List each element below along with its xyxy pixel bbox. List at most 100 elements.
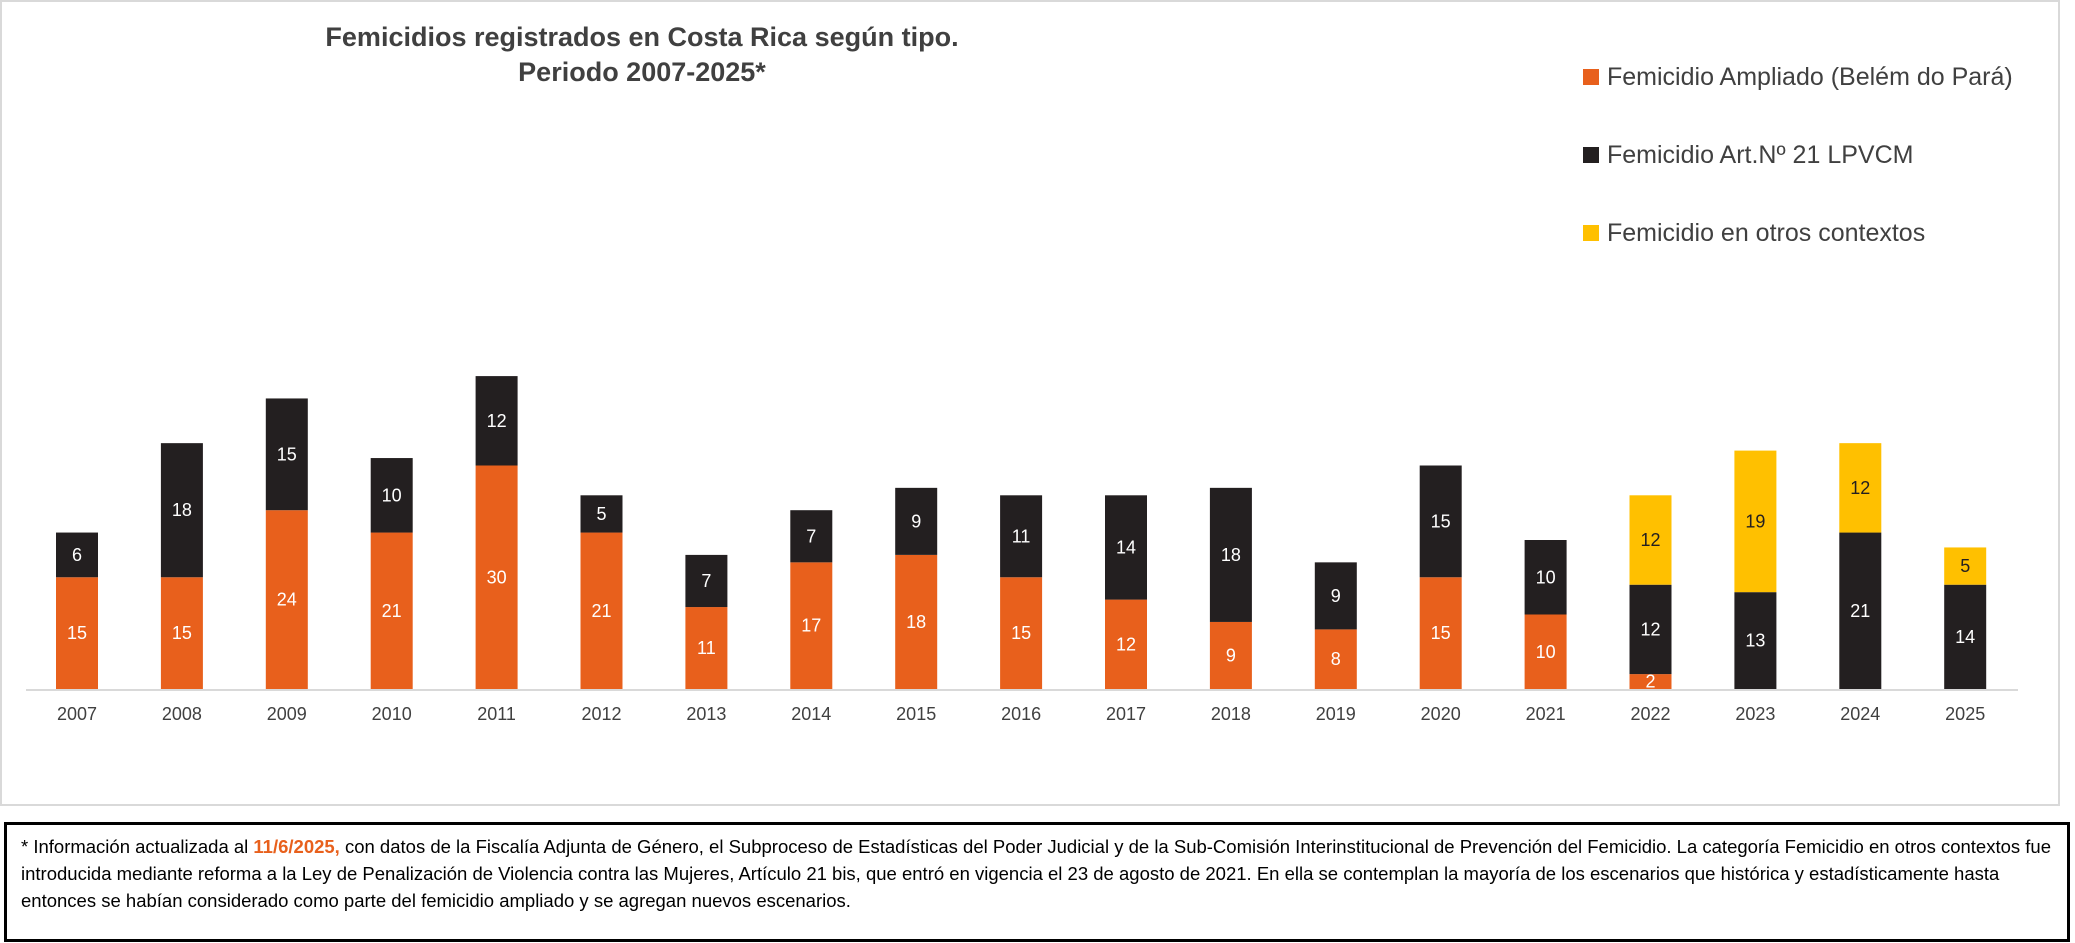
bar-2018-series-2 xyxy=(1209,487,1252,622)
bar-label-2017-series-1: 12 xyxy=(1116,634,1136,654)
bar-label-2023-series-2: 13 xyxy=(1745,631,1765,651)
bar-label-2021-series-2: 10 xyxy=(1536,567,1556,587)
x-tick-2019: 2019 xyxy=(1316,704,1356,724)
x-tick-2007: 2007 xyxy=(57,704,97,724)
x-tick-2024: 2024 xyxy=(1840,704,1880,724)
bar-label-2007-series-1: 15 xyxy=(67,623,87,643)
bar-2010-series-1 xyxy=(370,532,413,689)
bar-2016-series-2 xyxy=(1000,495,1043,578)
bar-2022-series-3 xyxy=(1629,495,1672,585)
x-tick-2022: 2022 xyxy=(1630,704,1670,724)
bar-label-2012-series-1: 21 xyxy=(591,601,611,621)
bar-2014-series-1 xyxy=(790,562,833,689)
x-tick-2009: 2009 xyxy=(267,704,307,724)
bar-2014-series-2 xyxy=(790,510,833,563)
bar-2019-series-2 xyxy=(1314,562,1357,630)
bar-2008-series-2 xyxy=(160,443,203,578)
x-tick-2015: 2015 xyxy=(896,704,936,724)
x-tick-2011: 2011 xyxy=(477,704,516,724)
footnote-date: 11/6/2025, xyxy=(253,836,340,857)
bar-2020-series-2 xyxy=(1419,465,1462,578)
bar-2025-series-2 xyxy=(1944,584,1987,689)
x-tick-2013: 2013 xyxy=(686,704,726,724)
x-tick-2017: 2017 xyxy=(1106,704,1146,724)
x-tick-2023: 2023 xyxy=(1735,704,1775,724)
bar-label-2013-series-2: 7 xyxy=(701,571,711,591)
bar-2017-series-1 xyxy=(1105,599,1147,689)
bar-label-2018-series-2: 18 xyxy=(1221,545,1241,565)
bar-label-2015-series-2: 9 xyxy=(911,511,921,531)
bar-label-2008-series-1: 15 xyxy=(172,623,192,643)
bar-label-2015-series-1: 18 xyxy=(906,612,926,632)
legend-label-1: Femicidio Ampliado (Belém do Pará) xyxy=(1607,63,2013,91)
footnote-body: con datos de la Fiscalía Adjunta de Géne… xyxy=(21,836,2051,911)
bar-2024-series-2 xyxy=(1839,532,1882,689)
bar-2021-series-1 xyxy=(1524,614,1567,689)
bar-label-2008-series-2: 18 xyxy=(172,500,192,520)
bar-2016-series-1 xyxy=(1000,577,1043,689)
stacked-bar-chart: Femicidios registrados en Costa Rica seg… xyxy=(26,22,2018,724)
bar-2015-series-2 xyxy=(895,487,938,555)
chart-title: Femicidios registrados en Costa Rica seg… xyxy=(325,22,958,87)
bar-label-2024-series-2: 21 xyxy=(1850,601,1870,621)
bar-2013-series-1 xyxy=(685,607,728,689)
bar-label-2016-series-1: 15 xyxy=(1011,623,1031,643)
bar-label-2014-series-1: 17 xyxy=(801,616,821,636)
bar-2025-series-3 xyxy=(1944,547,1987,585)
bar-label-2012-series-2: 5 xyxy=(596,504,606,524)
bar-label-2022-series-1: 2 xyxy=(1645,672,1655,692)
chart-title-line-1: Femicidios registrados en Costa Rica seg… xyxy=(325,22,958,52)
x-tick-2018: 2018 xyxy=(1211,704,1251,724)
bar-label-2011-series-2: 12 xyxy=(487,411,507,431)
bar-label-2009-series-1: 24 xyxy=(277,590,297,610)
bar-label-2025-series-3: 5 xyxy=(1960,556,1970,576)
footnote: * Información actualizada al 11/6/2025, … xyxy=(4,822,2070,942)
x-tick-2008: 2008 xyxy=(162,704,202,724)
bar-2009-series-1 xyxy=(265,510,308,689)
bar-2021-series-2 xyxy=(1524,540,1567,615)
bar-2010-series-2 xyxy=(370,458,413,533)
bars: 15 6 15 18 24 15 21 10 30 12 21 5 11 7 17 7 18 9 15 11 12 14 9… xyxy=(56,376,1987,692)
x-tick-2016: 2016 xyxy=(1001,704,1041,724)
bar-2015-series-1 xyxy=(895,554,938,689)
bar-label-2017-series-2: 14 xyxy=(1116,537,1136,557)
chart-panel: Femicidios registrados en Costa Rica seg… xyxy=(0,0,2060,806)
x-tick-2010: 2010 xyxy=(372,704,412,724)
bar-2017-series-2 xyxy=(1105,495,1147,600)
chart-title-line-2: Periodo 2007-2025* xyxy=(518,57,766,87)
bar-2020-series-1 xyxy=(1419,577,1462,689)
bar-label-2022-series-3: 12 xyxy=(1640,530,1660,550)
bar-2024-series-3 xyxy=(1839,443,1882,533)
x-tick-2014: 2014 xyxy=(791,704,831,724)
bar-label-2024-series-3: 12 xyxy=(1850,478,1870,498)
bar-2018-series-1 xyxy=(1209,621,1252,689)
x-tick-2012: 2012 xyxy=(581,704,621,724)
bar-label-2013-series-1: 11 xyxy=(697,638,716,658)
bar-label-2011-series-1: 30 xyxy=(487,567,507,587)
bar-label-2016-series-2: 11 xyxy=(1012,526,1031,546)
bar-label-2010-series-2: 10 xyxy=(382,485,402,505)
bar-label-2019-series-2: 9 xyxy=(1331,586,1341,606)
bar-2008-series-1 xyxy=(160,577,203,689)
bar-label-2021-series-1: 10 xyxy=(1536,642,1556,662)
bar-2009-series-2 xyxy=(265,398,308,511)
bar-2007-series-2 xyxy=(56,532,98,578)
bar-2023-series-2 xyxy=(1734,592,1777,689)
bar-2019-series-1 xyxy=(1314,629,1357,689)
bar-label-2019-series-1: 8 xyxy=(1331,649,1341,669)
x-tick-2020: 2020 xyxy=(1421,704,1461,724)
bar-label-2014-series-2: 7 xyxy=(806,526,816,546)
bar-label-2007-series-2: 6 xyxy=(72,545,82,565)
bar-2011-series-1 xyxy=(475,465,518,689)
legend-swatch-3 xyxy=(1583,225,1599,241)
x-tick-2025: 2025 xyxy=(1945,704,1985,724)
bar-label-2025-series-2: 14 xyxy=(1955,627,1975,647)
legend-swatch-2 xyxy=(1583,147,1599,163)
bar-label-2023-series-3: 19 xyxy=(1745,511,1765,531)
bar-2012-series-1 xyxy=(580,532,623,689)
bar-2022-series-2 xyxy=(1629,584,1672,675)
bar-label-2010-series-1: 21 xyxy=(382,601,402,621)
x-tick-labels: 2007 2008 2009 2010 2011 2012 2013 2014 2015 2016… xyxy=(57,704,1985,724)
bar-label-2020-series-2: 15 xyxy=(1431,511,1451,531)
bar-2011-series-2 xyxy=(475,376,518,466)
